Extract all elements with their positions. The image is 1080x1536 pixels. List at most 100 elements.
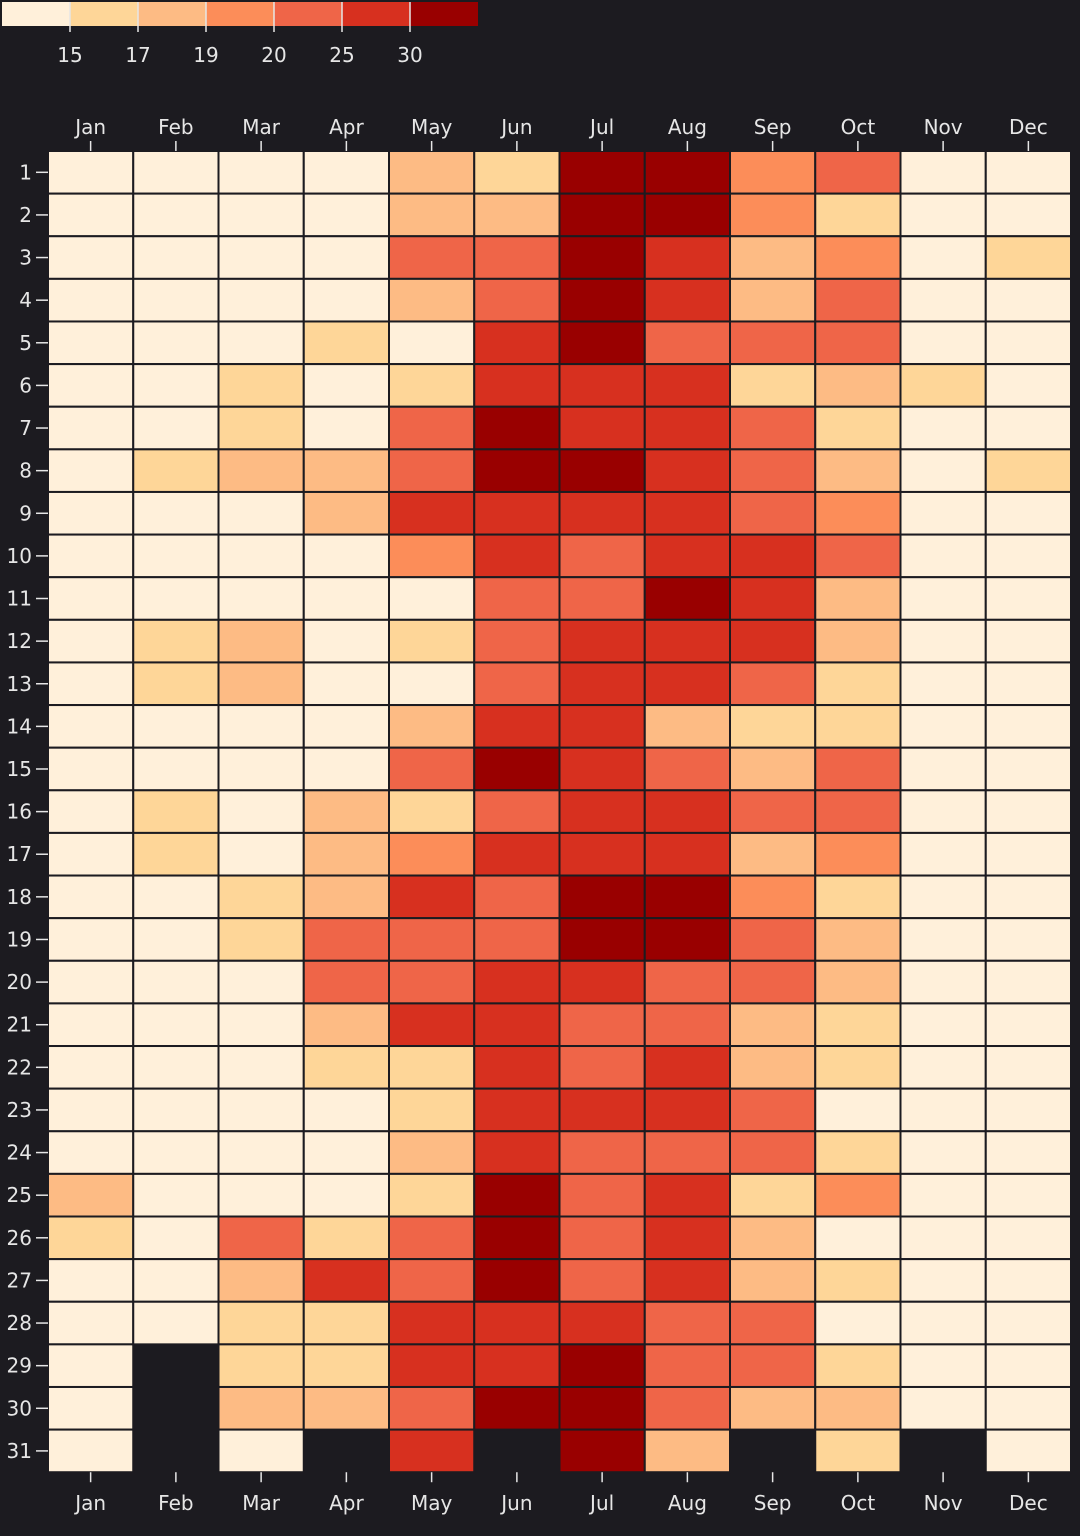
heatmap-cell xyxy=(643,277,731,323)
heatmap-cell xyxy=(643,1385,731,1431)
heatmap-cell xyxy=(473,789,561,834)
heatmap-cell xyxy=(899,1385,987,1431)
heatmap-cell xyxy=(388,277,476,323)
heatmap-cell xyxy=(899,789,987,834)
heatmap-cell xyxy=(558,874,646,920)
legend-label: 17 xyxy=(125,43,150,67)
heatmap-cell xyxy=(729,192,817,238)
heatmap-cell xyxy=(47,1002,135,1048)
heatmap-cell xyxy=(984,405,1072,451)
heatmap-cell xyxy=(302,235,390,280)
legend-swatch xyxy=(206,2,274,26)
day-label: 15 xyxy=(7,757,32,781)
heatmap-cell xyxy=(729,1215,817,1261)
month-label: Jun xyxy=(499,115,532,139)
heatmap-cell xyxy=(984,831,1072,877)
day-label: 26 xyxy=(7,1226,32,1250)
heatmap-cell xyxy=(473,1215,561,1261)
heatmap-cell xyxy=(899,618,987,664)
legend-swatch xyxy=(138,2,206,26)
heatmap-cell xyxy=(388,1385,476,1431)
heatmap-cell xyxy=(47,1343,135,1388)
heatmap-cell xyxy=(984,618,1072,664)
heatmap-cell xyxy=(814,363,902,408)
heatmap-cell xyxy=(899,320,987,366)
day-label: 8 xyxy=(19,459,32,483)
heatmap-cell xyxy=(388,1002,476,1048)
day-label: 18 xyxy=(7,885,32,909)
heatmap-cell xyxy=(814,533,902,579)
heatmap-cell xyxy=(899,874,987,920)
month-label: May xyxy=(411,115,453,139)
heatmap-cell xyxy=(814,1045,902,1090)
heatmap-cell xyxy=(729,1343,817,1388)
heatmap-cell xyxy=(302,150,390,195)
heatmap-cell xyxy=(47,1215,135,1261)
heatmap-cell xyxy=(217,192,305,238)
heatmap-cell xyxy=(899,533,987,579)
heatmap-cell xyxy=(302,959,390,1005)
heatmap-cell xyxy=(558,192,646,238)
month-label: Dec xyxy=(1009,115,1048,139)
heatmap-cell xyxy=(132,1172,220,1218)
heatmap-cell xyxy=(217,1385,305,1431)
heatmap-cell xyxy=(558,235,646,280)
heatmap-cell xyxy=(729,1300,817,1346)
heatmap-cell xyxy=(388,661,476,707)
heatmap-cell xyxy=(643,618,731,664)
heatmap-cell xyxy=(217,704,305,749)
month-label: Mar xyxy=(242,1491,281,1515)
heatmap-cell xyxy=(132,448,220,493)
heatmap-cell xyxy=(473,959,561,1005)
heatmap-cell xyxy=(47,959,135,1005)
heatmap-cell xyxy=(473,277,561,323)
heatmap-cell xyxy=(473,576,561,621)
day-label: 17 xyxy=(7,842,32,866)
heatmap-cell xyxy=(643,746,731,792)
heatmap-cell xyxy=(132,1130,220,1175)
heatmap-cell xyxy=(388,405,476,451)
heatmap-cell xyxy=(132,1258,220,1303)
heatmap-cell xyxy=(217,1002,305,1048)
day-label: 25 xyxy=(7,1183,32,1207)
heatmap-cell xyxy=(643,490,731,536)
heatmap-cell xyxy=(388,490,476,536)
heatmap-cell xyxy=(47,1172,135,1218)
heatmap-cell xyxy=(132,1087,220,1133)
heatmap-cell xyxy=(558,405,646,451)
heatmap-cell xyxy=(558,1343,646,1388)
legend-label: 15 xyxy=(57,43,82,67)
heatmap-cell xyxy=(388,1087,476,1133)
day-label: 28 xyxy=(7,1311,32,1335)
heatmap-cell xyxy=(984,789,1072,834)
heatmap-cell xyxy=(984,1428,1072,1474)
heatmap-cell xyxy=(388,1215,476,1261)
heatmap-cell xyxy=(899,363,987,408)
heatmap-cell xyxy=(729,1172,817,1218)
heatmap-cell xyxy=(558,448,646,493)
legend-label: 20 xyxy=(261,43,286,67)
heatmap-cell xyxy=(302,874,390,920)
heatmap-cell xyxy=(729,1045,817,1090)
heatmap-cell xyxy=(558,746,646,792)
heatmap-cell xyxy=(729,746,817,792)
heatmap-cell xyxy=(302,576,390,621)
heatmap-cell xyxy=(132,917,220,962)
heatmap-cell xyxy=(302,618,390,664)
heatmap-cell xyxy=(217,1343,305,1388)
heatmap-cell xyxy=(217,1087,305,1133)
heatmap-cell xyxy=(132,277,220,323)
heatmap-cell xyxy=(814,235,902,280)
heatmap-cell xyxy=(814,1300,902,1346)
heatmap-cell xyxy=(473,1300,561,1346)
heatmap-cell xyxy=(729,490,817,536)
heatmap-cell xyxy=(302,746,390,792)
day-label: 7 xyxy=(19,416,32,440)
heatmap-cell xyxy=(814,746,902,792)
heatmap-cell xyxy=(899,661,987,707)
heatmap-cell xyxy=(47,1385,135,1431)
heatmap-cell xyxy=(302,789,390,834)
heatmap-cell xyxy=(899,1172,987,1218)
heatmap-cell xyxy=(302,1300,390,1346)
